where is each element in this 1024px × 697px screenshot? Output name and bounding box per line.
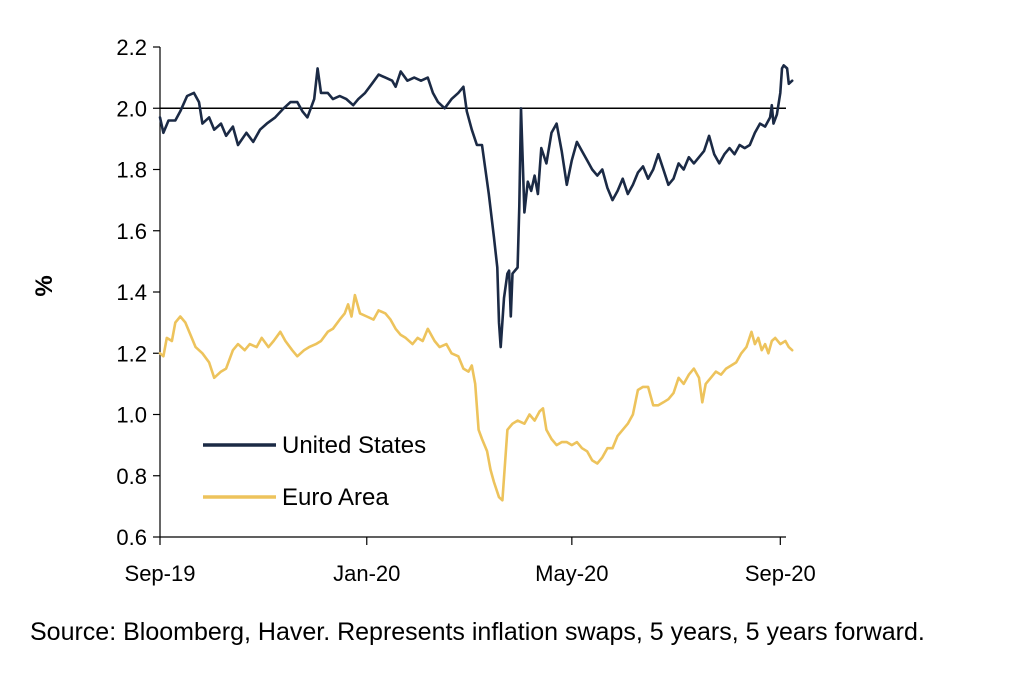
y-tick-label: 0.8 xyxy=(116,464,147,489)
source-note: Source: Bloomberg, Haver. Represents inf… xyxy=(30,618,925,646)
y-tick-label: 1.0 xyxy=(116,403,147,428)
legend-label-euro-area: Euro Area xyxy=(282,484,389,511)
y-tick-label: 1.6 xyxy=(116,219,147,244)
y-tick-label: 0.6 xyxy=(116,525,147,550)
legend-label-united-states: United States xyxy=(282,432,426,459)
y-axis-label: % xyxy=(31,275,58,296)
y-tick-label: 1.8 xyxy=(116,158,147,183)
x-tick-label: Sep-19 xyxy=(125,561,196,586)
inflation-swaps-chart: 2.2 2.0 1.8 1.6 1.4 1.2 1.0 0.8 0.6 Sep-19 Jan-20… xyxy=(31,35,816,586)
y-axis: 2.2 2.0 1.8 1.6 1.4 1.2 1.0 0.8 0.6 xyxy=(116,35,161,550)
series-line-united-states xyxy=(158,64,794,349)
series-line-euro-area xyxy=(158,293,794,502)
x-tick-label: Sep-20 xyxy=(745,561,816,586)
legend: United States Euro Area xyxy=(203,432,426,511)
x-tick-label: May-20 xyxy=(535,561,608,586)
series-layer xyxy=(158,64,794,502)
x-tick-label: Jan-20 xyxy=(333,561,400,586)
y-tick-label: 1.4 xyxy=(116,280,147,305)
y-tick-label: 2.0 xyxy=(116,96,147,121)
y-tick-label: 1.2 xyxy=(116,341,147,366)
y-tick-label: 2.2 xyxy=(116,35,147,60)
x-axis: Sep-19 Jan-20 May-20 Sep-20 xyxy=(125,536,816,586)
